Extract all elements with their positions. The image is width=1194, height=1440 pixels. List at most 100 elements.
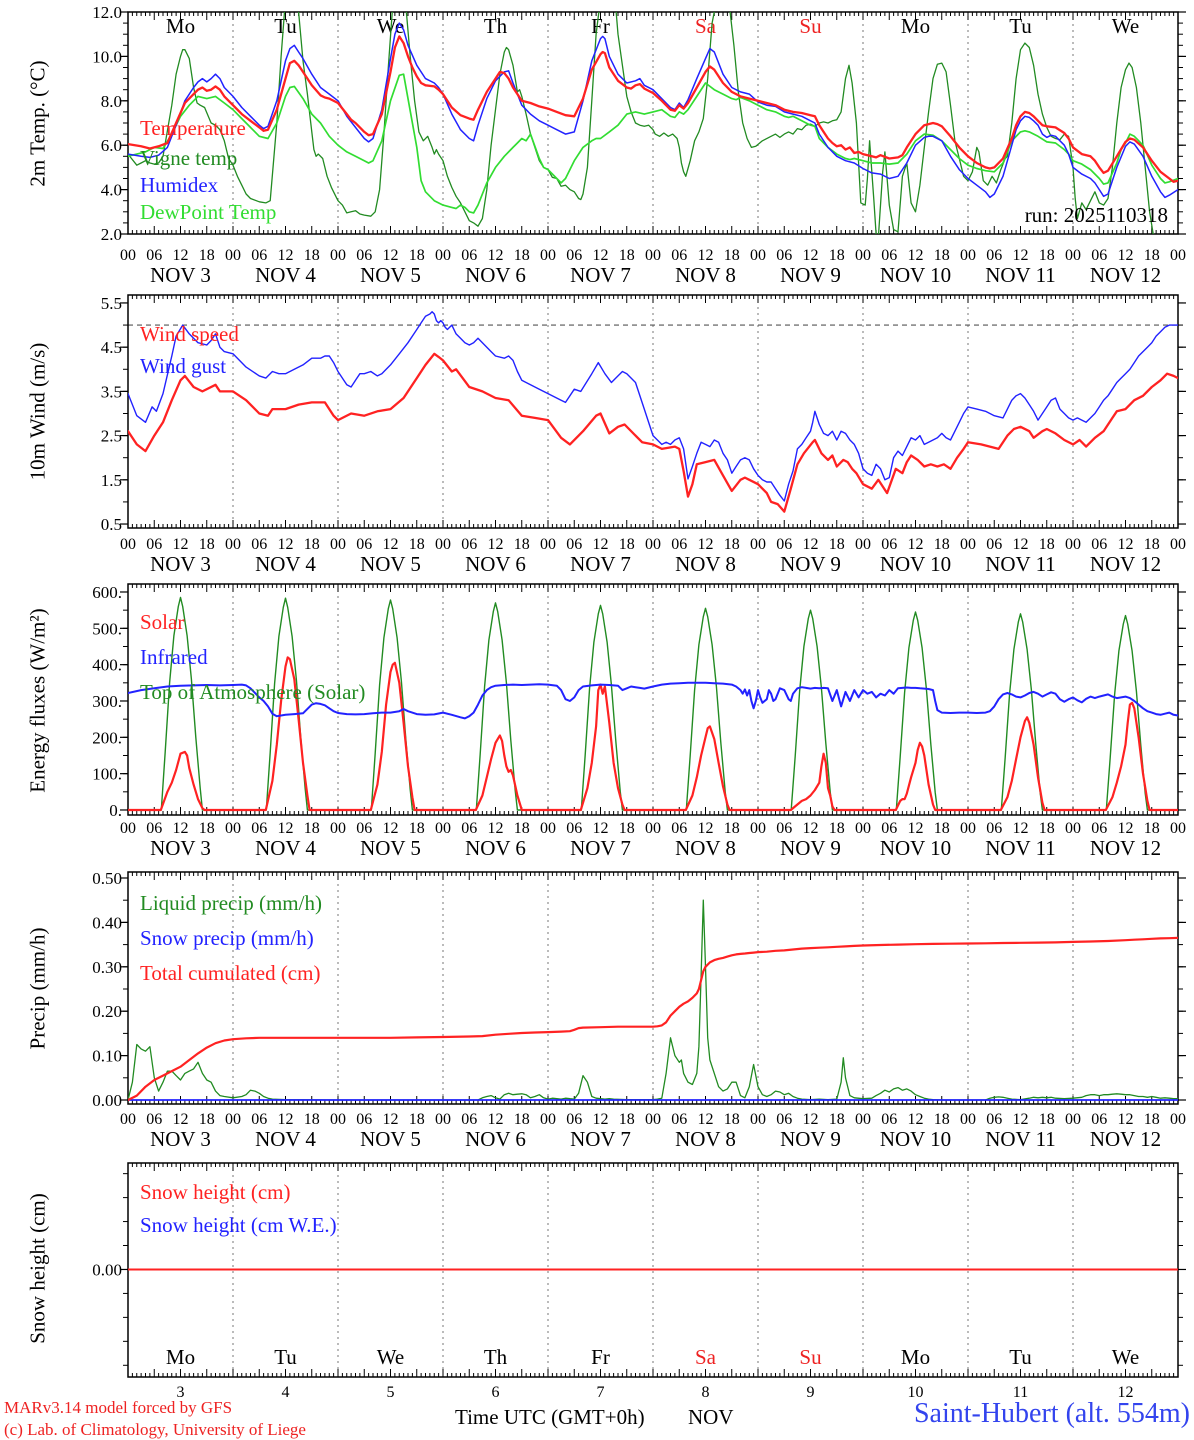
x-tick-label: 00 xyxy=(645,247,661,264)
x-tick-label: 18 xyxy=(409,1111,425,1128)
day-name-label: Su xyxy=(799,1345,822,1369)
x-tick-label: 00 xyxy=(1065,536,1081,553)
day-name-label: Mo xyxy=(901,14,930,38)
dewpoint-temp-line xyxy=(128,73,1178,214)
day-name-label: Fr xyxy=(591,1345,610,1369)
x-tick-label: 06 xyxy=(566,247,582,264)
date-label: NOV 6 xyxy=(465,263,526,287)
x-tick-label: 06 xyxy=(566,820,582,837)
x-tick-label: 00 xyxy=(1065,820,1081,837)
run-label: run: 2025110318 xyxy=(1024,203,1168,227)
x-tick-label: 00 xyxy=(855,536,871,553)
x-tick-label: 18 xyxy=(304,1111,320,1128)
date-label: NOV 12 xyxy=(1090,552,1161,576)
date-label: NOV 7 xyxy=(570,1127,631,1151)
x-tick-label: 00 xyxy=(225,536,241,553)
x-tick-label: 12 xyxy=(593,536,609,553)
y-tick-label: 0.20 xyxy=(92,1002,122,1021)
x-tick-label: 18 xyxy=(1039,820,1055,837)
x-tick-label: 00 xyxy=(645,820,661,837)
humidex-line xyxy=(128,22,1178,199)
x-tick-label: 06 xyxy=(566,536,582,553)
y-tick-label: 0.40 xyxy=(92,913,122,932)
date-label: NOV 12 xyxy=(1090,836,1161,860)
x-tick-label: 00 xyxy=(540,247,556,264)
day-name-label: Su xyxy=(799,14,822,38)
panel3-ylabel: Energy fluxes (W/m²) xyxy=(25,608,50,793)
day-name-label: Mo xyxy=(166,1345,195,1369)
day-name-label: Th xyxy=(484,14,508,38)
x-tick-label: 06 xyxy=(1091,536,1107,553)
temperature-line xyxy=(128,35,1178,183)
legend-solar: Solar xyxy=(140,610,185,634)
x-tick-label: 00 xyxy=(855,247,871,264)
date-label: NOV 11 xyxy=(985,1127,1056,1151)
x-tick-label: 00 xyxy=(750,820,766,837)
x-tick-label: 00 xyxy=(120,247,136,264)
x-tick-label: 12 xyxy=(278,247,294,264)
x-tick-label: 18 xyxy=(304,536,320,553)
legend-liquid-precip: Liquid precip (mm/h) xyxy=(140,891,322,915)
day-number-label: 4 xyxy=(282,1384,290,1401)
day-name-label: Tu xyxy=(274,14,297,38)
date-label: NOV 5 xyxy=(360,1127,421,1151)
date-label: NOV 9 xyxy=(780,263,841,287)
x-tick-label: 06 xyxy=(566,1111,582,1128)
x-tick-label: 06 xyxy=(986,1111,1002,1128)
x-tick-label: 18 xyxy=(1144,247,1160,264)
x-tick-label: 06 xyxy=(671,1111,687,1128)
x-tick-label: 18 xyxy=(409,247,425,264)
x-tick-label: 12 xyxy=(593,247,609,264)
solar-line xyxy=(128,656,1178,812)
x-tick-label: 06 xyxy=(356,247,372,264)
legend-infrared: Infrared xyxy=(140,645,208,669)
x-tick-label: 12 xyxy=(278,1111,294,1128)
x-tick-label: 00 xyxy=(330,820,346,837)
x-tick-label: 12 xyxy=(1013,1111,1029,1128)
x-tick-label: 18 xyxy=(514,1111,530,1128)
x-tick-label: 12 xyxy=(173,820,189,837)
x-tick-label: 00 xyxy=(435,820,451,837)
x-tick-label: 12 xyxy=(173,247,189,264)
x-tick-label: 18 xyxy=(724,820,740,837)
date-label: NOV 5 xyxy=(360,552,421,576)
x-tick-label: 00 xyxy=(645,1111,661,1128)
legend-dewpoint-temp: DewPoint Temp xyxy=(140,200,277,224)
x-tick-label: 18 xyxy=(409,820,425,837)
x-tick-label: 18 xyxy=(1144,1111,1160,1128)
y-tick-label: 0.30 xyxy=(92,958,122,977)
day-name-label: Th xyxy=(484,1345,508,1369)
x-tick-label: 00 xyxy=(750,536,766,553)
date-label: NOV 4 xyxy=(255,552,316,576)
day-number-label: 7 xyxy=(597,1384,605,1401)
x-tick-label: 18 xyxy=(1039,247,1055,264)
x-tick-label: 18 xyxy=(934,247,950,264)
date-label: NOV 7 xyxy=(570,552,631,576)
x-tick-label: 06 xyxy=(356,536,372,553)
x-tick-label: 06 xyxy=(881,1111,897,1128)
x-tick-label: 06 xyxy=(1091,247,1107,264)
legend-snow-height-we: Snow height (cm W.E.) xyxy=(140,1213,337,1237)
x-tick-label: 06 xyxy=(1091,1111,1107,1128)
x-tick-label: 18 xyxy=(514,536,530,553)
x-tick-label: 06 xyxy=(251,247,267,264)
panel2-ylabel: 10m Wind (m/s) xyxy=(25,342,50,481)
x-tick-label: 12 xyxy=(908,1111,924,1128)
x-tick-label: 12 xyxy=(698,536,714,553)
x-tick-label: 00 xyxy=(1170,536,1186,553)
x-tick-label: 18 xyxy=(514,820,530,837)
x-tick-label: 12 xyxy=(803,820,819,837)
x-tick-label: 18 xyxy=(409,536,425,553)
day-number-label: 9 xyxy=(807,1384,815,1401)
x-tick-label: 06 xyxy=(986,247,1002,264)
y-tick-label: 0.10 xyxy=(92,1047,122,1066)
x-tick-label: 00 xyxy=(750,1111,766,1128)
y-tick-label: 1.5 xyxy=(101,471,122,490)
date-label: NOV 10 xyxy=(880,1127,951,1151)
x-tick-label: 00 xyxy=(1170,820,1186,837)
x-tick-label: 12 xyxy=(908,820,924,837)
date-label: NOV 12 xyxy=(1090,1127,1161,1151)
credit-line-1: MARv3.14 model forced by GFS xyxy=(4,1398,233,1417)
panel4-ylabel: Precip (mm/h) xyxy=(25,927,50,1050)
